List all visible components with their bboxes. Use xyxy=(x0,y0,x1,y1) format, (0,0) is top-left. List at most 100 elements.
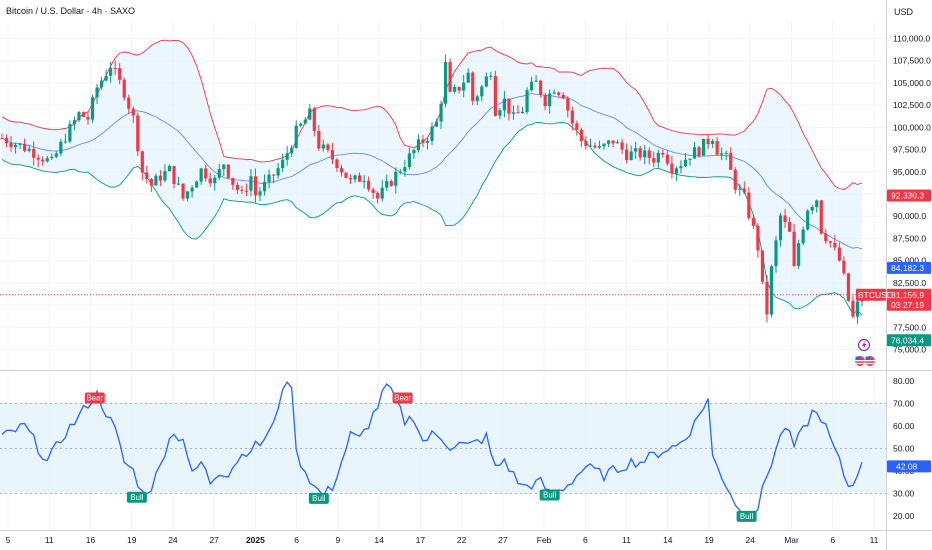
candle-body xyxy=(697,147,701,156)
candle-body xyxy=(484,76,488,87)
candle xyxy=(276,162,280,179)
candle xyxy=(68,120,72,144)
candle-body xyxy=(348,178,353,180)
candle-body xyxy=(294,125,298,148)
currency-label[interactable]: USD xyxy=(894,7,914,17)
candle-body xyxy=(13,144,18,148)
event-markers[interactable] xyxy=(855,338,875,367)
time-tick-label: 24 xyxy=(746,535,756,545)
candle xyxy=(285,146,289,166)
candle-body xyxy=(520,111,525,114)
candle-body xyxy=(271,174,276,176)
candle-body xyxy=(597,146,602,148)
candle-body xyxy=(208,178,212,184)
candle xyxy=(620,138,624,155)
price-axis[interactable]: 75,000.077,500.080,000.082,500.085,000.0… xyxy=(893,34,931,522)
candle-body xyxy=(652,158,656,163)
price-tick-label: 105,000.0 xyxy=(893,78,931,88)
candle-body xyxy=(665,154,669,164)
candle xyxy=(376,191,380,204)
candle-body xyxy=(244,190,249,192)
time-tick-label: 17 xyxy=(416,535,426,545)
candle xyxy=(692,141,697,159)
lightning-icon-bolt xyxy=(862,341,867,349)
candle xyxy=(389,179,393,187)
candle xyxy=(240,185,244,195)
candle-body xyxy=(127,97,131,109)
candle-body xyxy=(163,171,167,181)
candle-body xyxy=(50,156,54,159)
candle-body xyxy=(367,180,371,190)
candle xyxy=(90,94,95,124)
candle-body xyxy=(308,108,312,120)
candle xyxy=(824,228,828,244)
candle-body xyxy=(457,86,461,91)
bull-signal-box xyxy=(736,510,757,522)
price-tick-label: 87,500.0 xyxy=(893,233,926,243)
candle-body xyxy=(819,200,823,234)
flag-icon-canton xyxy=(865,356,870,360)
candle-body xyxy=(706,138,710,145)
bull-signal-label: Bull xyxy=(543,491,557,500)
candle-body xyxy=(584,141,588,146)
price-tick-label: 95,000.0 xyxy=(893,167,926,177)
candle-body xyxy=(285,153,289,160)
candle xyxy=(665,150,669,166)
rsi-tick-label: 20.00 xyxy=(893,511,915,521)
candle xyxy=(86,111,90,125)
candle xyxy=(593,142,597,150)
candle xyxy=(326,143,330,153)
candle xyxy=(602,142,606,150)
candle-body xyxy=(720,153,724,155)
rsi-tick-label: 80.00 xyxy=(893,376,915,386)
candle-body xyxy=(136,115,140,152)
candle xyxy=(131,106,135,124)
candle xyxy=(77,111,81,122)
candle xyxy=(353,174,357,183)
candle xyxy=(59,138,63,157)
candle xyxy=(697,145,701,158)
candle-body xyxy=(312,108,316,131)
candle xyxy=(493,70,497,117)
candle-body xyxy=(36,157,40,160)
candle xyxy=(688,158,692,166)
candle-body xyxy=(765,281,769,315)
candle-body xyxy=(683,159,688,167)
candle xyxy=(23,138,27,153)
candle xyxy=(711,138,715,148)
candle xyxy=(267,169,271,189)
candle-body xyxy=(448,61,452,92)
candle xyxy=(99,77,104,90)
candle-body xyxy=(172,165,176,185)
candle-body xyxy=(724,152,728,154)
candle xyxy=(851,295,855,319)
candle xyxy=(516,105,520,114)
candle-body xyxy=(217,169,221,178)
candle-body xyxy=(276,168,280,176)
time-tick-label: 22 xyxy=(457,535,467,545)
candle xyxy=(597,140,602,150)
candle xyxy=(634,141,638,159)
candle-body xyxy=(190,187,194,192)
candle xyxy=(638,145,642,161)
candle-body xyxy=(371,189,375,193)
candle-body xyxy=(570,110,574,124)
candle xyxy=(724,150,728,161)
candle xyxy=(385,174,389,192)
candle xyxy=(434,118,439,128)
candle-body xyxy=(670,163,674,174)
candle xyxy=(36,154,40,168)
candle-body xyxy=(104,75,108,81)
candle xyxy=(50,153,54,160)
candles xyxy=(0,54,886,324)
candle-body xyxy=(493,75,497,116)
time-axis[interactable]: 5 11 16 19 24 27 2025 6 9 14 17 22 27 Feb 6 11 14 19 24 Mar… xyxy=(6,535,879,545)
candle-body xyxy=(824,233,828,242)
candle-body xyxy=(629,151,633,161)
candle xyxy=(525,87,529,115)
candle xyxy=(534,75,538,82)
candle-body xyxy=(801,229,805,244)
candle xyxy=(828,240,832,248)
candle xyxy=(204,164,208,182)
